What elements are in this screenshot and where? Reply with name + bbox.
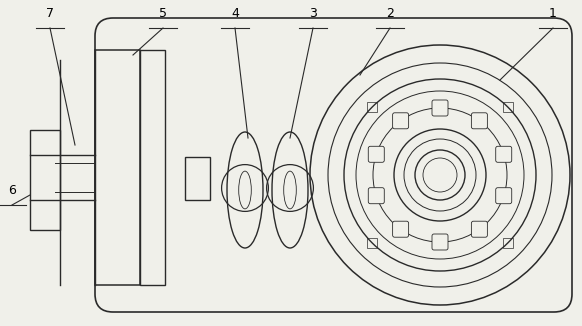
Bar: [367, 238, 377, 248]
Text: 7: 7: [46, 7, 54, 20]
Bar: [503, 238, 513, 248]
Text: 6: 6: [8, 184, 16, 197]
Bar: [30, 130, 60, 230]
FancyBboxPatch shape: [471, 221, 487, 237]
FancyBboxPatch shape: [368, 188, 384, 204]
Text: 2: 2: [386, 7, 394, 20]
FancyBboxPatch shape: [393, 221, 409, 237]
Text: 1: 1: [549, 7, 557, 20]
Text: 3: 3: [309, 7, 317, 20]
FancyBboxPatch shape: [432, 100, 448, 116]
FancyBboxPatch shape: [368, 146, 384, 162]
Bar: [140, 50, 165, 285]
Text: 5: 5: [159, 7, 167, 20]
FancyBboxPatch shape: [393, 113, 409, 129]
FancyBboxPatch shape: [496, 188, 512, 204]
Bar: [185, 157, 210, 200]
Ellipse shape: [227, 132, 263, 248]
Bar: [95, 50, 140, 285]
Bar: [503, 102, 513, 112]
Text: 4: 4: [231, 7, 239, 20]
Bar: [367, 102, 377, 112]
Ellipse shape: [272, 132, 308, 248]
FancyBboxPatch shape: [432, 234, 448, 250]
FancyBboxPatch shape: [95, 18, 572, 312]
FancyBboxPatch shape: [496, 146, 512, 162]
FancyBboxPatch shape: [471, 113, 487, 129]
